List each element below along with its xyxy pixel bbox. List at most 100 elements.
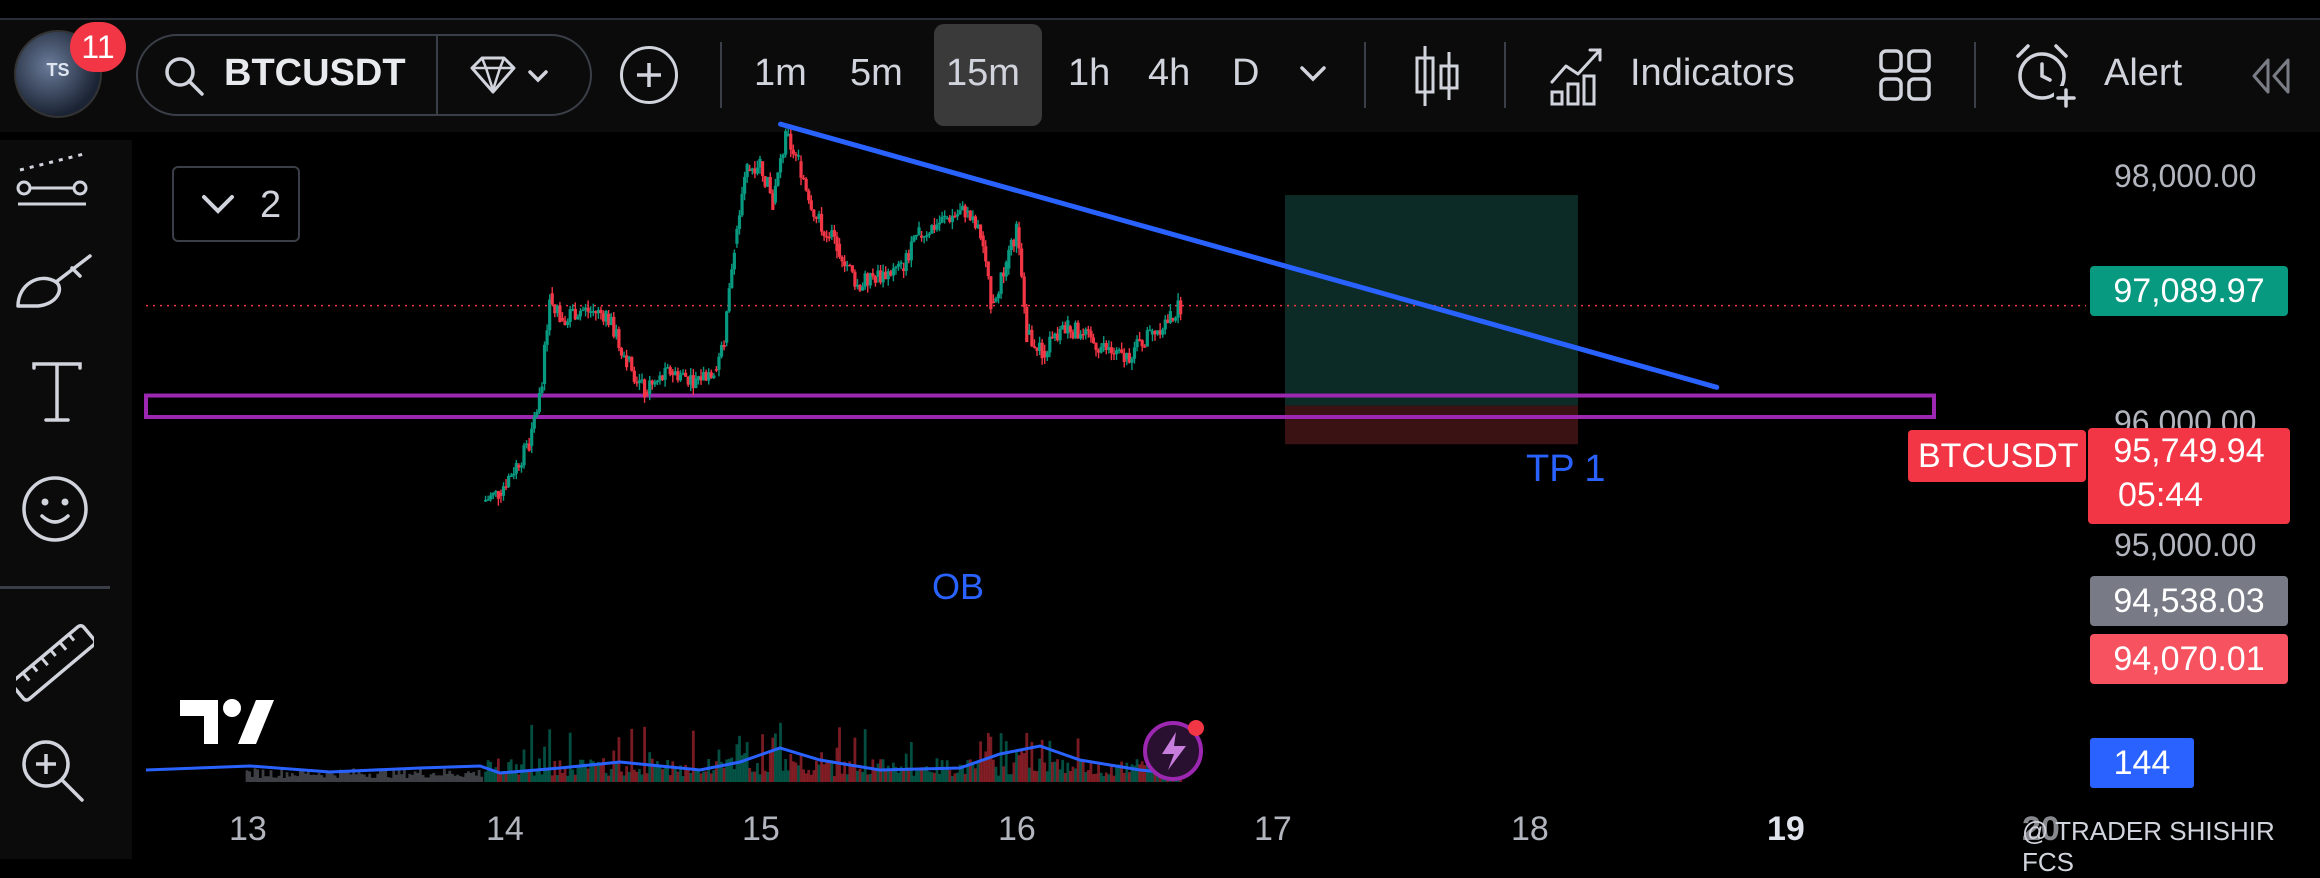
indicators-icon[interactable] (1548, 42, 1606, 106)
volume-bar (540, 774, 544, 782)
candle-body (558, 305, 562, 323)
candle-body (573, 308, 577, 320)
volume-bar (899, 766, 903, 782)
candle-body (1032, 346, 1037, 348)
candle-body (832, 230, 836, 237)
volume-bar (666, 760, 670, 782)
timeframe-1h[interactable]: 1h (1068, 52, 1111, 94)
volume-bar (876, 763, 880, 782)
candle-body (1053, 333, 1057, 339)
volume-bar (750, 771, 754, 782)
volume-bar (756, 762, 759, 782)
volume-bar (349, 774, 353, 782)
candle-body (1153, 331, 1157, 335)
candle-body (563, 320, 567, 325)
candle-body (653, 382, 657, 385)
timeframe-5m[interactable]: 5m (850, 52, 903, 94)
volume-bar (609, 768, 613, 782)
volume-bar (1097, 764, 1100, 782)
candle-body (1086, 329, 1090, 331)
candle-body (625, 355, 629, 368)
volume-bar (459, 776, 462, 782)
alert-button[interactable]: Alert (2104, 52, 2183, 94)
legend-toggle-button[interactable]: 2 (172, 166, 300, 242)
chevron-down-icon[interactable] (1296, 62, 1330, 86)
volume-bar (502, 770, 505, 782)
time-axis-label: 14 (486, 810, 524, 848)
tp1-label[interactable]: TP 1 (1526, 448, 1606, 490)
candle-body (1048, 336, 1052, 353)
volume-bar (1053, 761, 1057, 782)
volume-bar (1017, 755, 1021, 782)
volume-bar (671, 761, 675, 782)
compare-symbol-button[interactable] (620, 46, 678, 104)
volume-bar (968, 759, 972, 782)
volume-bar (1104, 772, 1108, 782)
chart-pane[interactable] (146, 142, 2320, 859)
volume-bar (426, 777, 430, 782)
timeframe-1m[interactable]: 1m (754, 52, 807, 94)
volume-bar (971, 761, 975, 782)
avatar[interactable]: TS (14, 30, 102, 118)
ob-label[interactable]: OB (932, 566, 985, 607)
volume-bar (484, 771, 487, 782)
volume-bar (522, 749, 526, 782)
timeframe-d[interactable]: D (1232, 52, 1260, 94)
candle-body (1043, 351, 1047, 358)
candle-body (627, 356, 631, 360)
volume-bar (448, 770, 452, 782)
candle-body (991, 301, 996, 303)
volume-bar (453, 775, 457, 782)
candle-body (553, 304, 557, 314)
volume-bar (874, 768, 877, 782)
volume-bar (679, 765, 682, 782)
timeframe-15m[interactable]: 15m (946, 52, 1020, 94)
volume-bar (607, 775, 611, 782)
last-price: 95,749.94 (2113, 432, 2265, 470)
volume-bar (843, 761, 847, 782)
indicators-button[interactable]: Indicators (1630, 52, 1795, 94)
lightning-icon[interactable] (1140, 714, 1210, 784)
price-chart[interactable] (0, 0, 2320, 859)
candle-body (1012, 239, 1016, 247)
collapse-panel-icon[interactable] (2248, 56, 2296, 96)
emoji-icon[interactable] (20, 474, 90, 544)
alarm-clock-icon[interactable] (2014, 42, 2078, 108)
candle-body (909, 241, 913, 261)
volume-bar (599, 763, 603, 782)
timeframe-4h[interactable]: 4h (1148, 52, 1191, 94)
candle-body (845, 264, 849, 267)
volume-bar (328, 770, 332, 782)
candle-body (1037, 342, 1042, 351)
volume-bar (889, 770, 893, 782)
zoom-in-icon[interactable] (20, 738, 86, 804)
volume-bar (730, 757, 734, 782)
text-tool-icon[interactable] (30, 362, 84, 422)
ruler-icon[interactable] (16, 624, 94, 702)
candle-body (1143, 346, 1147, 348)
candle-body (1055, 333, 1060, 341)
exchange-diamond-icon[interactable] (466, 56, 556, 96)
candle-body (922, 236, 926, 238)
brush-icon[interactable] (14, 248, 98, 316)
volume-bar (812, 770, 816, 782)
symbol-search[interactable]: BTCUSDT (136, 34, 592, 116)
trend-line-tools-icon[interactable] (14, 148, 90, 208)
candle-body (1166, 319, 1170, 323)
volume-bar (640, 774, 644, 782)
volume-bar (1058, 769, 1062, 782)
candle-body (935, 224, 939, 230)
volume-bar (976, 762, 980, 782)
volume-bar (1033, 770, 1036, 782)
candle-body (1171, 318, 1175, 321)
volume-bar (475, 775, 478, 782)
volume-bar (443, 768, 446, 782)
volume-bar (702, 771, 705, 782)
volume-bar (408, 773, 412, 782)
symbol-name: BTCUSDT (224, 52, 406, 94)
candle-body (871, 273, 875, 277)
candlestick-type-icon[interactable] (1412, 44, 1462, 108)
candle-body (827, 236, 831, 239)
layouts-icon[interactable] (1878, 48, 1932, 102)
price-axis-label: 98,000.00 (2114, 158, 2257, 194)
